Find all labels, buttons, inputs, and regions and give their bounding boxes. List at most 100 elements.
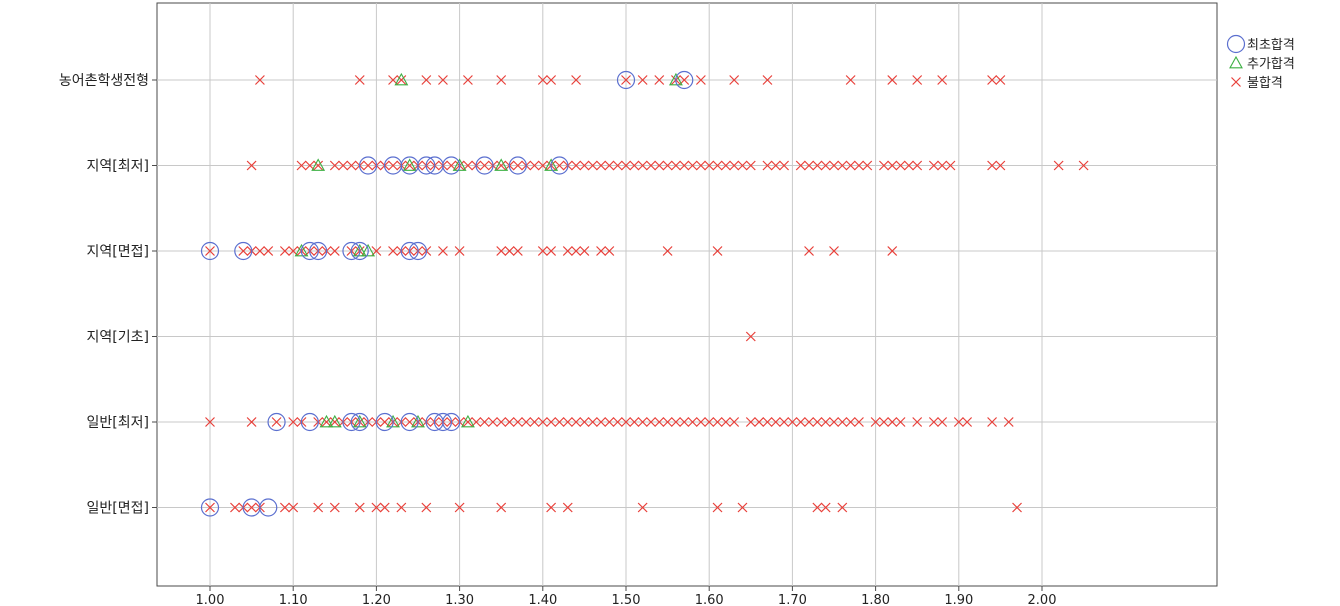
circle-marker <box>200 498 220 517</box>
circle-marker <box>442 156 461 175</box>
cross-marker <box>1012 502 1022 513</box>
cross-marker <box>496 417 507 427</box>
circle-marker <box>417 156 436 175</box>
cross-marker <box>670 417 681 427</box>
circle-marker <box>259 498 278 517</box>
cross-marker <box>795 417 806 427</box>
cross-marker <box>313 160 324 171</box>
cross-marker <box>829 417 839 427</box>
cross-marker <box>629 160 640 171</box>
cross-marker <box>737 160 748 171</box>
cross-marker <box>496 502 507 513</box>
cross-marker <box>288 417 299 427</box>
x-tick-label: 1.40 <box>528 593 557 606</box>
cross-marker <box>878 417 889 427</box>
cross-marker <box>537 417 548 427</box>
cross-marker <box>745 160 756 171</box>
cross-marker <box>537 246 548 256</box>
triangle-marker <box>460 414 475 428</box>
cross-marker <box>695 160 706 171</box>
data-markers <box>200 70 1089 517</box>
cross-marker <box>396 75 407 85</box>
circle-marker <box>300 241 319 261</box>
cross-marker <box>854 160 864 171</box>
triangle-marker <box>311 158 326 171</box>
cross-marker <box>621 160 631 171</box>
cross-marker <box>662 417 673 427</box>
cross-marker <box>804 160 814 171</box>
x-axis: 1.00 1.10 1.20 1.30 1.40 1.50 1.60 1.70 1.80 1.90… <box>196 586 1056 606</box>
x-tick-label: 1.50 <box>612 593 641 606</box>
cross-marker <box>654 160 665 171</box>
cross-marker <box>329 246 340 256</box>
cross-marker <box>745 417 756 427</box>
cross-marker <box>687 160 698 171</box>
cross-marker <box>404 160 415 171</box>
circle-marker <box>442 412 461 432</box>
cross-marker <box>912 160 923 171</box>
cross-marker <box>646 160 656 171</box>
cross-marker <box>313 502 324 513</box>
legend-circle-symbol <box>1226 34 1246 54</box>
x-tick-label: 1.80 <box>861 593 890 606</box>
cross-marker <box>579 246 590 256</box>
category-label: 지역[기초] <box>87 330 149 346</box>
cross-marker <box>279 502 290 513</box>
cross-marker <box>829 160 839 171</box>
cross-marker <box>662 160 673 171</box>
cross-marker <box>754 417 765 427</box>
cross-marker <box>687 417 698 427</box>
circle-marker <box>408 241 428 261</box>
cross-marker <box>596 160 606 171</box>
legend-label: 최초합격 <box>1247 38 1295 53</box>
cross-marker <box>338 160 349 171</box>
cross-marker <box>729 160 740 171</box>
category-label: 농어촌학생전형 <box>59 73 149 89</box>
cross-marker <box>720 160 731 171</box>
cross-marker <box>462 75 473 85</box>
cross-marker <box>895 417 906 427</box>
cross-marker <box>271 417 282 427</box>
circle-marker <box>267 412 286 432</box>
cross-marker <box>504 246 515 256</box>
circle-marker <box>400 241 419 261</box>
cross-marker <box>820 502 831 513</box>
cross-marker <box>812 417 823 427</box>
cross-marker <box>637 75 648 85</box>
cross-marker <box>621 75 631 85</box>
cross-marker <box>421 502 432 513</box>
cross-marker <box>354 502 365 513</box>
cross-marker <box>928 160 939 171</box>
cross-marker <box>354 75 365 85</box>
grid-lines <box>157 3 1217 586</box>
cross-marker <box>462 417 473 427</box>
cross-marker <box>388 246 398 256</box>
cross-marker <box>845 160 856 171</box>
cross-marker <box>878 160 889 171</box>
cross-marker <box>712 417 723 427</box>
cross-marker <box>579 417 590 427</box>
cross-marker <box>263 246 274 256</box>
cross-marker <box>887 246 898 256</box>
cross-marker <box>937 75 948 85</box>
cross-marker <box>987 417 998 427</box>
cross-marker <box>604 160 615 171</box>
cross-marker <box>779 417 790 427</box>
circle-marker <box>675 70 694 90</box>
cross-marker <box>912 417 923 427</box>
triangle-marker <box>294 243 309 257</box>
cross-marker <box>479 160 490 171</box>
cross-marker <box>205 502 215 513</box>
cross-marker <box>837 502 848 513</box>
cross-marker <box>579 160 590 171</box>
cross-marker <box>712 160 723 171</box>
cross-marker <box>254 75 265 85</box>
cross-marker <box>870 417 881 427</box>
cross-marker <box>512 160 523 171</box>
cross-marker <box>937 160 948 171</box>
cross-marker <box>496 246 507 256</box>
cross-marker <box>837 417 848 427</box>
cross-marker <box>820 160 831 171</box>
